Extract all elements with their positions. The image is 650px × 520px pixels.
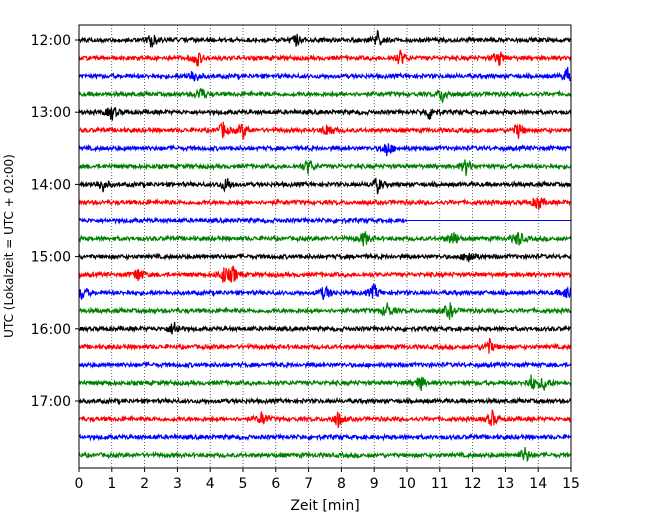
seismic-trace [78, 408, 572, 429]
seismic-trace [78, 374, 572, 391]
seismic-trace [78, 107, 572, 121]
seismic-trace [78, 29, 572, 48]
x-axis-label: Zeit [min] [290, 498, 359, 514]
seismic-trace [78, 66, 572, 82]
x-tick-label: 11 [431, 476, 449, 492]
y-tick-label: 16:00 [31, 322, 71, 338]
seismic-trace [78, 197, 572, 210]
y-tick-label: 13:00 [31, 105, 71, 121]
x-tick-label: 6 [271, 476, 280, 492]
seismic-trace [78, 177, 572, 195]
x-axis-ticks: 0 1 2 3 4 5 6 7 8 9 10 11 12 13 14 15 [75, 468, 580, 492]
seismic-trace [78, 216, 408, 226]
seismic-trace [78, 432, 572, 442]
seismic-trace [78, 231, 572, 247]
seismic-trace [78, 337, 572, 354]
seismic-trace [78, 87, 572, 104]
x-tick-label: 8 [337, 476, 346, 492]
y-axis-ticks: 12:00 13:00 14:00 15:00 16:00 17:00 [31, 33, 79, 410]
x-tick-label: 3 [173, 476, 182, 492]
grid-lines [111, 25, 539, 468]
y-tick-label: 15:00 [31, 250, 71, 266]
x-tick-label: 5 [239, 476, 248, 492]
y-tick-label: 17:00 [31, 394, 71, 410]
seismic-trace [78, 360, 572, 370]
y-tick-label: 12:00 [31, 33, 71, 49]
seismic-trace [78, 159, 572, 176]
seismic-trace [78, 396, 572, 406]
x-tick-label: 13 [496, 476, 514, 492]
x-tick-label: 9 [370, 476, 379, 492]
seismic-trace [78, 49, 572, 67]
x-tick-label: 2 [140, 476, 149, 492]
x-tick-label: 12 [464, 476, 482, 492]
seismic-trace [78, 143, 572, 157]
x-tick-label: 1 [107, 476, 116, 492]
y-tick-label: 14:00 [31, 177, 71, 193]
seismic-trace [78, 265, 572, 283]
plot-frame [78, 24, 572, 469]
x-tick-label: 15 [562, 476, 580, 492]
x-tick-label: 10 [398, 476, 416, 492]
seismic-trace [78, 121, 572, 141]
x-tick-label: 7 [304, 476, 313, 492]
seismic-trace [78, 282, 572, 300]
x-tick-label: 0 [75, 476, 84, 492]
seismic-trace [78, 321, 572, 335]
y-axis-label: UTC (Lokalzeit = UTC + 02:00) [2, 154, 16, 338]
seismic-trace [78, 446, 572, 463]
seismic-trace [78, 302, 572, 320]
seismic-traces [78, 29, 572, 463]
seismic-trace [78, 252, 572, 263]
x-tick-label: 4 [206, 476, 215, 492]
x-tick-label: 14 [529, 476, 547, 492]
